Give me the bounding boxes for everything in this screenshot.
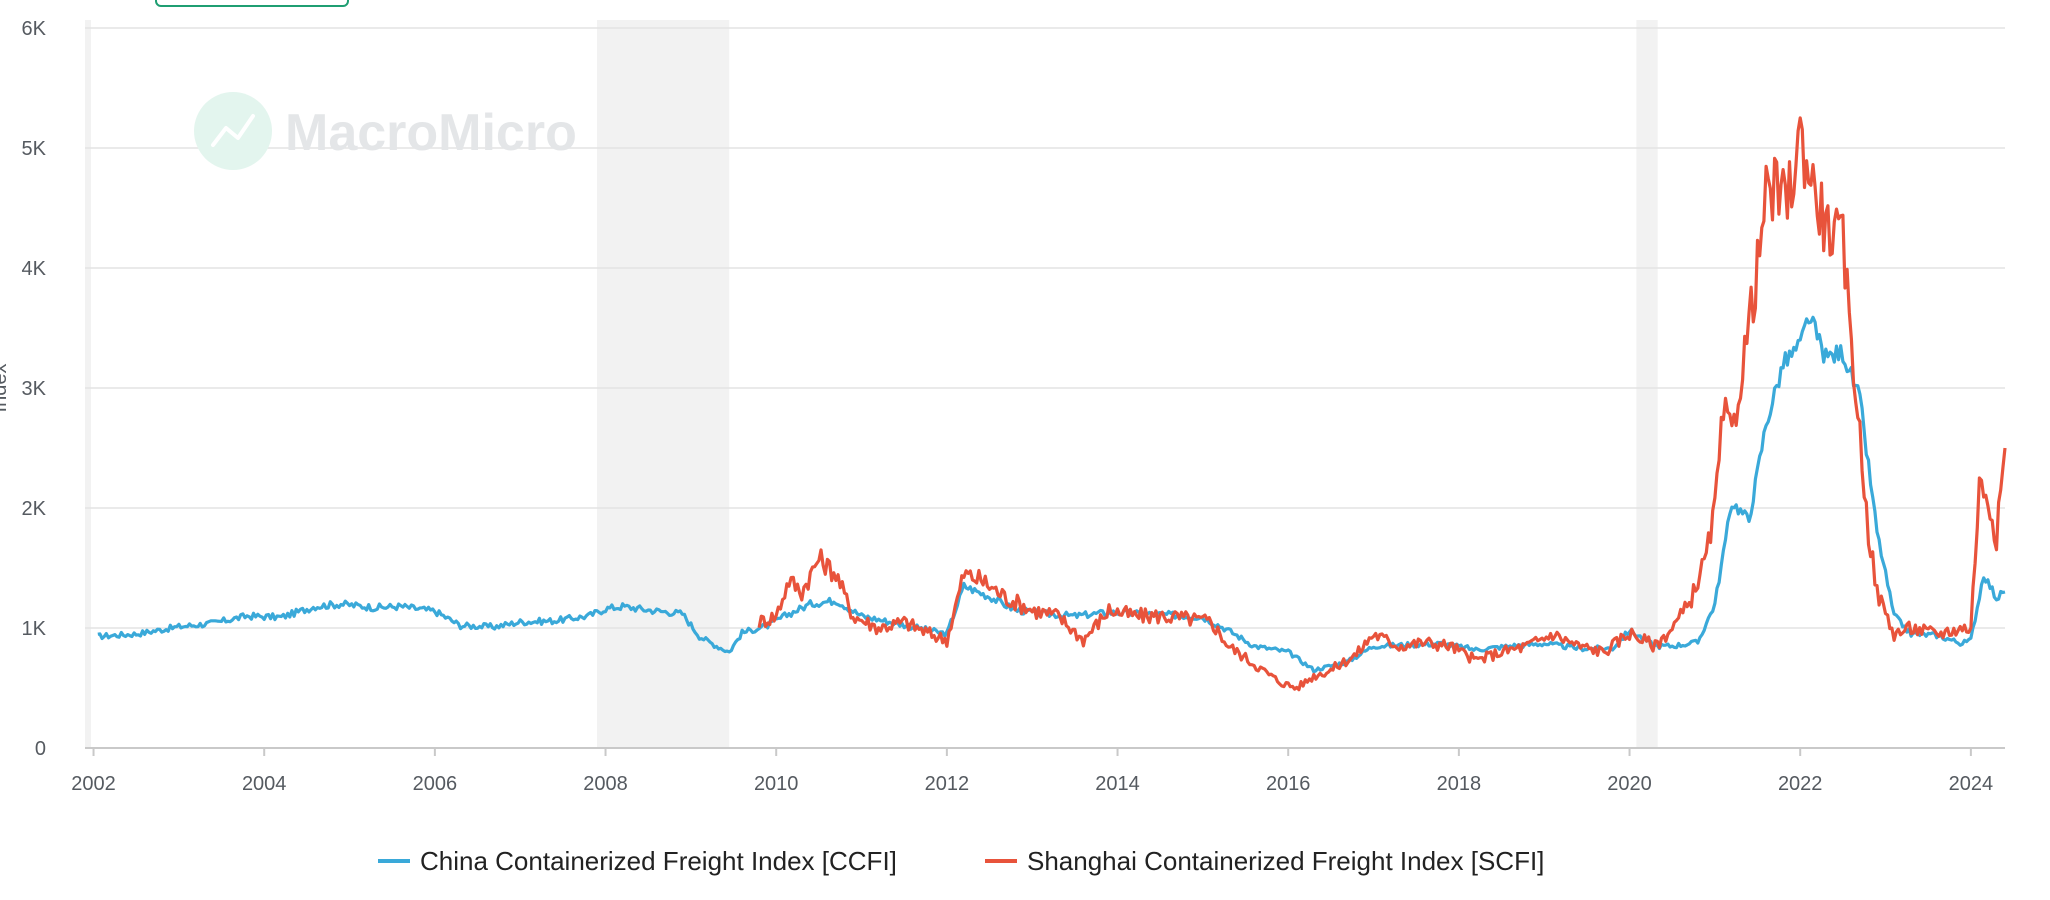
legend-label: China Containerized Freight Index [CCFI]	[420, 846, 897, 876]
x-tick-label: 2002	[71, 773, 116, 795]
y-axis-title: Index	[0, 364, 11, 413]
y-axis: 0 1K 2K 3K 4K 5K 6K	[22, 18, 47, 760]
x-tick-label: 2022	[1778, 773, 1823, 795]
x-tick-label: 2014	[1095, 773, 1140, 795]
series-lines	[97, 116, 2007, 692]
x-tick-label: 2016	[1266, 773, 1311, 795]
y-tick-label: 3K	[22, 378, 47, 400]
x-tick-label: 2006	[413, 773, 458, 795]
series-line	[97, 315, 2006, 674]
x-tick-label: 2020	[1607, 773, 1652, 795]
recession-band	[1636, 20, 1658, 748]
legend-label: Shanghai Containerized Freight Index [SC…	[1027, 846, 1544, 876]
watermark-text: MacroMicro	[285, 104, 577, 162]
y-tick-label: 2K	[22, 498, 47, 520]
recession-bands	[85, 20, 1658, 748]
macromicro-logo-icon	[194, 92, 272, 170]
header-badge	[155, 0, 349, 7]
logo-chart-glyph	[211, 114, 255, 147]
y-axis-title-text: Index	[0, 364, 11, 413]
watermark: MacroMicro	[194, 92, 577, 170]
x-tick-label: 2010	[754, 773, 799, 795]
x-tick-label: 2024	[1949, 773, 1994, 795]
recession-band	[85, 20, 91, 748]
y-tick-label: 4K	[22, 258, 47, 280]
legend[interactable]: China Containerized Freight Index [CCFI]…	[378, 846, 1544, 876]
x-tick-label: 2008	[583, 773, 628, 795]
y-tick-label: 1K	[22, 618, 47, 640]
recession-band	[597, 20, 730, 748]
y-tick-label: 0	[35, 738, 46, 760]
grid-lines	[85, 27, 2005, 749]
legend-item[interactable]: Shanghai Containerized Freight Index [SC…	[985, 846, 1544, 876]
x-tick-label: 2004	[242, 773, 287, 795]
legend-item[interactable]: China Containerized Freight Index [CCFI]	[378, 846, 897, 876]
x-tick-label: 2012	[925, 773, 970, 795]
y-tick-label: 5K	[22, 138, 47, 160]
x-axis: 2002 2004 2006 2008 2010 2012 2014 2016 2018 2020…	[71, 748, 1993, 795]
series-line	[757, 116, 2007, 692]
x-tick-label: 2018	[1437, 773, 1482, 795]
y-tick-label: 6K	[22, 18, 47, 40]
